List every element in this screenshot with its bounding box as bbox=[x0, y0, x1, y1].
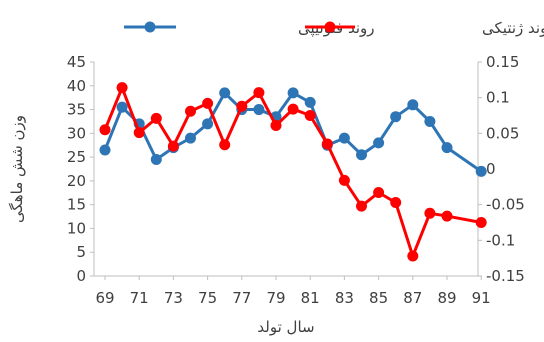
series-1 bbox=[99, 87, 487, 177]
x-tick-label: 75 bbox=[198, 289, 217, 307]
y2-tick-label: -0.1 bbox=[486, 231, 515, 249]
y2-tick-label: 0.1 bbox=[486, 89, 510, 107]
legend: روند فنوتیپیروند ژنتیکی bbox=[124, 19, 544, 38]
data-point bbox=[304, 110, 316, 121]
data-point bbox=[356, 149, 367, 161]
y-tick-label: 45 bbox=[67, 53, 86, 71]
plot-frame bbox=[93, 62, 479, 277]
x-axis: 69 71 73 75 77 79 81 83 85 87 89 91 bbox=[95, 276, 491, 307]
data-point bbox=[202, 118, 214, 130]
y-tick-label: 20 bbox=[67, 172, 86, 190]
data-point bbox=[133, 127, 145, 139]
data-point bbox=[304, 96, 316, 108]
legend-marker bbox=[144, 21, 156, 33]
data-point bbox=[99, 124, 111, 136]
x-tick-label: 91 bbox=[472, 289, 491, 307]
y-tick-label: 5 bbox=[76, 243, 86, 261]
data-point bbox=[287, 103, 299, 115]
data-point bbox=[167, 140, 179, 152]
x-tick-label: 73 bbox=[164, 289, 183, 307]
y-tick-label: 35 bbox=[67, 101, 86, 119]
series-layer bbox=[99, 82, 487, 262]
data-point bbox=[150, 153, 162, 165]
data-point bbox=[390, 111, 402, 123]
series-2 bbox=[99, 82, 487, 262]
y-axis-left: 0 5 10 15 20 25 30 35 40 45 bbox=[67, 53, 94, 285]
y2-tick-label: 0 bbox=[486, 160, 496, 178]
y-tick-label: 30 bbox=[67, 124, 86, 142]
data-point bbox=[253, 104, 265, 116]
x-tick-label: 87 bbox=[403, 289, 422, 307]
x-tick-label: 85 bbox=[369, 289, 388, 307]
legend-item-2: روند ژنتیکی bbox=[305, 19, 544, 37]
data-point bbox=[338, 132, 350, 144]
legend-marker bbox=[324, 21, 336, 33]
data-point bbox=[270, 119, 282, 131]
data-point bbox=[150, 112, 162, 124]
data-point bbox=[475, 165, 487, 177]
data-point bbox=[219, 87, 231, 99]
series-line bbox=[103, 91, 483, 173]
x-tick-label: 77 bbox=[232, 289, 251, 307]
y-tick-label: 0 bbox=[76, 267, 86, 285]
y2-tick-label: -0.05 bbox=[486, 196, 525, 214]
data-point bbox=[373, 137, 385, 149]
data-point bbox=[441, 210, 453, 222]
data-point bbox=[321, 138, 333, 150]
data-point bbox=[424, 207, 436, 219]
data-point bbox=[253, 87, 265, 99]
data-point bbox=[116, 82, 128, 94]
data-point bbox=[185, 105, 196, 117]
legend-label: روند ژنتیکی bbox=[482, 19, 544, 37]
x-tick-label: 81 bbox=[301, 289, 320, 307]
y2-tick-label: -0.15 bbox=[486, 267, 525, 285]
y-tick-label: 25 bbox=[67, 148, 86, 166]
data-point bbox=[219, 139, 231, 151]
y-axis-right: -0.15 -0.1 -0.05 0 0.05 0.1 0.15 bbox=[478, 53, 525, 285]
data-point bbox=[202, 97, 214, 109]
data-point bbox=[287, 87, 299, 99]
data-point bbox=[407, 99, 419, 111]
data-point bbox=[185, 132, 196, 144]
series-line bbox=[103, 86, 482, 258]
y-tick-label: 40 bbox=[67, 77, 86, 95]
x-tick-label: 89 bbox=[437, 289, 456, 307]
data-point bbox=[338, 174, 350, 186]
y-tick-label: 15 bbox=[67, 196, 86, 214]
data-point bbox=[390, 197, 402, 209]
y-tick-label: 10 bbox=[67, 219, 86, 237]
x-tick-label: 83 bbox=[335, 289, 354, 307]
data-point bbox=[356, 200, 367, 212]
data-point bbox=[424, 115, 436, 127]
y-axis-title: وزن شش ماهگی bbox=[8, 115, 26, 223]
data-point bbox=[441, 142, 453, 154]
data-point bbox=[116, 101, 128, 113]
data-point bbox=[99, 144, 111, 156]
y2-tick-label: 0.05 bbox=[486, 124, 519, 142]
x-tick-label: 69 bbox=[95, 289, 114, 307]
y2-tick-label: 0.15 bbox=[486, 53, 519, 71]
x-tick-label: 79 bbox=[266, 289, 285, 307]
data-point bbox=[373, 187, 385, 199]
x-axis-title: سال تولد bbox=[257, 318, 314, 336]
data-point bbox=[407, 250, 419, 262]
data-point bbox=[236, 100, 248, 112]
data-point bbox=[475, 217, 487, 228]
x-tick-label: 71 bbox=[130, 289, 149, 307]
